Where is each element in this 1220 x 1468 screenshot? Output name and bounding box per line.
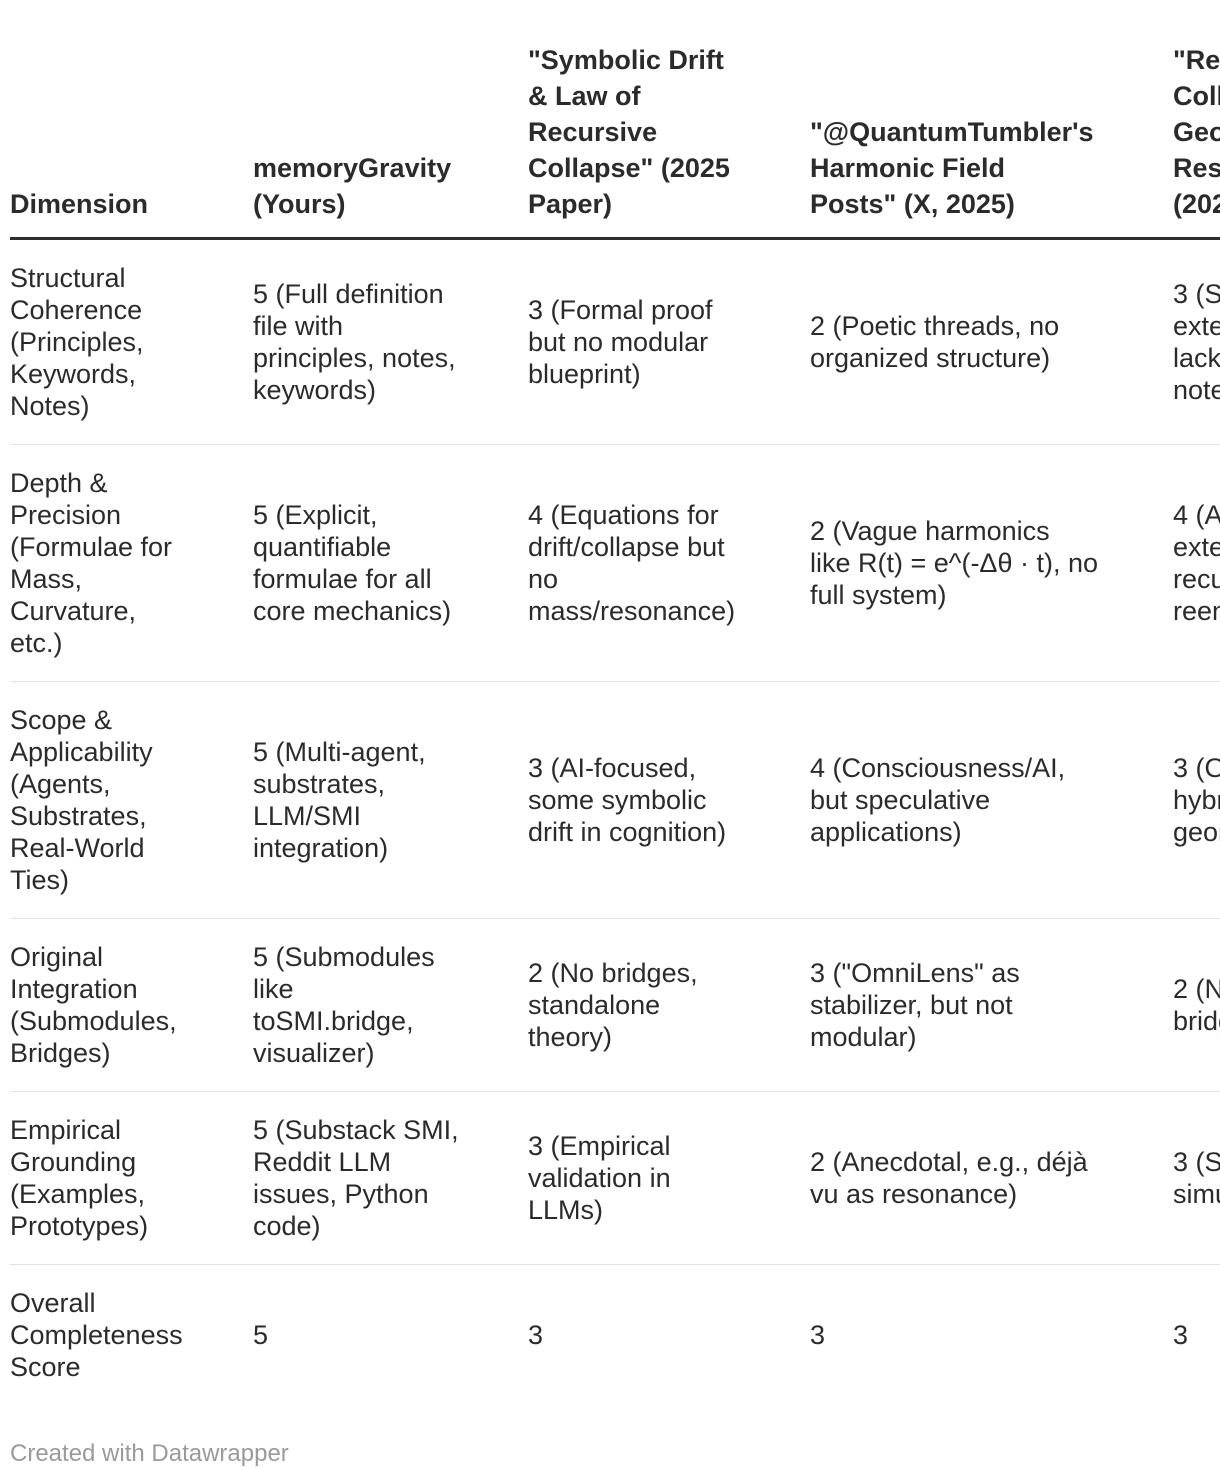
value-cell: 3 (Some extensions but lacking notes): [1173, 238, 1220, 445]
dimension-cell: Structural Coherence (Principles, Keywor…: [10, 238, 253, 445]
attribution-bar: Created with Datawrapper: [0, 1439, 1220, 1468]
datawrapper-credit-link[interactable]: Created with Datawrapper: [10, 1440, 289, 1467]
value-cell: 3 (Formal proof but no modular blueprint…: [528, 238, 810, 445]
dimension-cell: Empirical Grounding (Examples, Prototype…: [10, 1091, 253, 1265]
value-cell: 4 (Equations for drift/collapse but no m…: [528, 444, 810, 682]
value-cell: 3: [1173, 1320, 1189, 1350]
table-row-original-integration: Original Integration (Submodules, Bridge…: [10, 918, 1220, 1092]
value-cell: 5 (Multi-agent, substrates, LLM/SMI inte…: [253, 681, 528, 919]
dimension-cell: Scope & Applicability (Agents, Substrate…: [10, 681, 253, 919]
column-header-clipped-right: "Recursive Collapse Geometry Research" (…: [1173, 0, 1220, 240]
column-header-quantumtumbler-posts: "@QuantumTumbler's Harmonic Field Posts"…: [810, 0, 1173, 240]
table-row-structural-coherence: Structural Coherence (Principles, Keywor…: [10, 238, 1220, 445]
value-cell: 2 (No bridges, standalone theory): [528, 918, 810, 1092]
dimension-cell: Overall Completeness Score: [10, 1288, 183, 1382]
value-cell: 2 (Poetic threads, no organized structur…: [810, 238, 1173, 445]
dimension-cell: Original Integration (Submodules, Bridge…: [10, 918, 253, 1092]
value-cell: 2 (Vague harmonics like R(t) = e^(-Δθ · …: [810, 444, 1173, 682]
value-cell: 3 (Empirical validation in LLMs): [528, 1091, 810, 1265]
table-row-scope-applicability: Scope & Applicability (Agents, Substrate…: [10, 681, 1220, 919]
table-row-depth-precision: Depth & Precision (Formulae for Mass, Cu…: [10, 444, 1220, 682]
value-cell: 3 ("OmniLens" as stabilizer, but not mod…: [810, 918, 1173, 1092]
value-cell: 5: [253, 1320, 269, 1350]
value-cell: 3: [528, 1320, 544, 1350]
table-row-empirical-grounding: Empirical Grounding (Examples, Prototype…: [10, 1091, 1220, 1265]
value-cell: 3: [810, 1320, 826, 1350]
value-cell: 4 (Adds extensions, recursive reentry): [1173, 444, 1220, 682]
value-cell: 2 (Anecdotal, e.g., déjà vu as resonance…: [810, 1091, 1173, 1265]
value-cell: 5 (Full definition file with principles,…: [253, 238, 528, 445]
dimension-cell: Depth & Precision (Formulae for Mass, Cu…: [10, 444, 253, 682]
column-header-symbolic-drift-paper: "Symbolic Drift & Law of Recursive Colla…: [528, 0, 810, 240]
table-scroll-area: Dimension memoryGravity (Yours) "Symboli…: [10, 0, 1220, 1405]
value-cell: 2 (No bridges): [1173, 918, 1220, 1092]
column-header-dimension: Dimension: [10, 0, 253, 240]
header-row: Dimension memoryGravity (Yours) "Symboli…: [10, 0, 1220, 240]
value-cell: 3 (Offers hybrid geometry): [1173, 681, 1220, 919]
value-cell: 5 (Submodules like toSMI.bridge, visuali…: [253, 918, 528, 1092]
table-row-overall-score: Overall Completeness Score 5 3 3 3: [10, 1265, 1220, 1406]
column-header-memorygravity: memoryGravity (Yours): [253, 0, 528, 240]
value-cell: 3 (AI-focused, some symbolic drift in co…: [528, 681, 810, 919]
value-cell: 4 (Consciousness/AI, but speculative app…: [810, 681, 1173, 919]
value-cell: 3 (Some simulations): [1173, 1091, 1220, 1265]
value-cell: 5 (Substack SMI, Reddit LLM issues, Pyth…: [253, 1091, 528, 1265]
value-cell: 5 (Explicit, quantifiable formulae for a…: [253, 444, 528, 682]
comparison-table: Dimension memoryGravity (Yours) "Symboli…: [10, 0, 1220, 1405]
